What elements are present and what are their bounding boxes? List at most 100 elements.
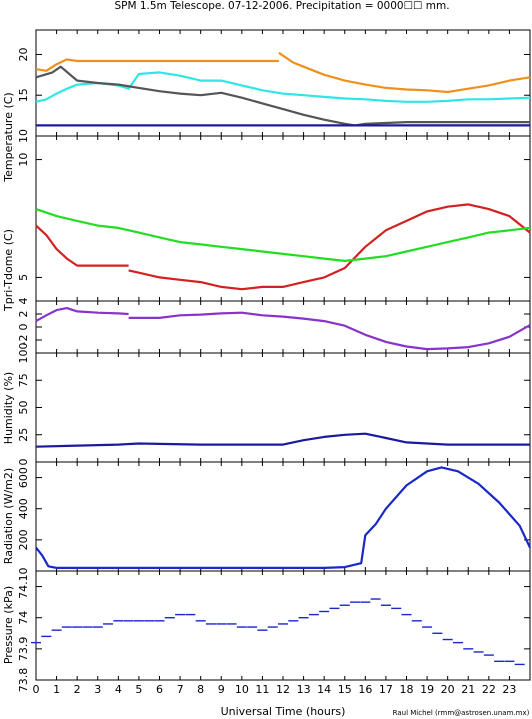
x-tick-label: 10 xyxy=(235,683,249,696)
y-tick-label: 5 xyxy=(17,274,30,281)
data-point xyxy=(61,626,72,628)
series-line-orange xyxy=(278,51,531,94)
y-tick-label: 73.9 xyxy=(17,637,30,662)
data-point xyxy=(267,626,278,628)
x-tick-label: 15 xyxy=(338,683,352,696)
x-tick-label: 9 xyxy=(218,683,225,696)
data-point xyxy=(164,617,175,619)
y-tick-label: 4 xyxy=(17,298,30,305)
data-point xyxy=(226,623,237,625)
series-line-cyan xyxy=(35,71,531,103)
series-line-blue xyxy=(35,466,531,569)
x-tick-label: 16 xyxy=(358,683,372,696)
data-point xyxy=(205,623,216,625)
y-axis-label: Temperature (C) xyxy=(2,92,15,182)
data-point xyxy=(452,641,463,644)
x-tick-label: 14 xyxy=(317,683,331,696)
y-tick-label: 0 xyxy=(17,459,30,466)
x-tick-label: 20 xyxy=(441,683,455,696)
data-point xyxy=(401,613,412,616)
data-point xyxy=(278,623,288,625)
series-line-gray xyxy=(35,65,530,127)
y-tick-label: -2 xyxy=(17,335,30,346)
x-tick-label: 3 xyxy=(94,683,101,696)
data-point xyxy=(288,620,299,622)
data-point xyxy=(432,632,443,634)
x-tick-label: 5 xyxy=(135,683,142,696)
y-tick-label: 10 xyxy=(17,129,30,143)
data-point xyxy=(257,629,268,631)
data-point xyxy=(319,610,330,613)
data-point xyxy=(422,626,433,628)
data-point xyxy=(72,626,83,628)
data-point xyxy=(350,601,361,603)
data-point xyxy=(339,604,350,606)
x-tick-label: 8 xyxy=(197,683,204,696)
y-axis-label: Humidity (%) xyxy=(2,372,15,444)
data-point xyxy=(92,626,103,628)
x-tick-label: 13 xyxy=(297,683,311,696)
y-tick-label: 20 xyxy=(17,47,30,61)
credit-label: Raul Michel (rmm@astrosen.unam.mx) xyxy=(393,709,530,717)
x-tick-label: 21 xyxy=(461,683,475,696)
y-axis-label: Pressure (kPa) xyxy=(2,586,15,664)
data-point xyxy=(391,607,402,610)
data-point xyxy=(82,626,93,628)
y-tick-label: 200 xyxy=(17,529,30,550)
data-point xyxy=(247,626,258,628)
y-axis-label: Tpri-Tdome (C) xyxy=(2,229,15,312)
x-tick-label: 6 xyxy=(156,683,163,696)
x-tick-label: 17 xyxy=(379,683,393,696)
y-tick-label: 400 xyxy=(17,498,30,519)
data-point xyxy=(41,635,52,638)
y-axis-label: Radiation (W/m2) xyxy=(2,468,15,564)
data-point xyxy=(483,654,494,656)
chart-title: SPM 1.5m Telescope. 07-12-2006. Precipit… xyxy=(114,0,449,12)
y-tick-label: 74 xyxy=(17,611,30,625)
series-line-green xyxy=(35,208,531,262)
y-tick-label: 50 xyxy=(17,401,30,415)
data-point xyxy=(51,629,62,631)
series-line-red xyxy=(128,203,531,291)
y-tick-label: 10 xyxy=(17,153,30,167)
data-point xyxy=(123,620,134,622)
panel-frame xyxy=(35,135,531,302)
data-point xyxy=(103,623,114,625)
data-point xyxy=(154,620,165,622)
x-tick-label: 7 xyxy=(177,683,184,696)
panel-temperature-bottom: 4 5 10 xyxy=(17,135,531,305)
data-point xyxy=(236,626,247,628)
y-tick-label: 0 xyxy=(17,568,30,575)
data-point xyxy=(133,620,144,622)
x-axis: 0 1 2 3 4 5 6 7 8 9 10 11 12 13 14 15 16 17 18 19 20 21 22 23 xyxy=(33,683,517,696)
data-point xyxy=(494,660,505,663)
data-point xyxy=(144,620,155,622)
data-point xyxy=(113,620,124,622)
x-tick-label: 0 xyxy=(33,683,40,696)
x-axis-label: Universal Time (hours) xyxy=(221,705,346,718)
series-line-orange xyxy=(35,58,279,72)
data-point xyxy=(31,641,41,644)
x-tick-label: 23 xyxy=(502,683,516,696)
x-tick-label: 4 xyxy=(115,683,122,696)
data-point xyxy=(185,613,196,616)
data-point xyxy=(360,601,371,603)
data-point xyxy=(370,598,381,600)
data-point xyxy=(504,660,515,663)
y-tick-label: 73.8 xyxy=(17,668,30,693)
x-tick-label: 2 xyxy=(74,683,81,696)
x-tick-label: 19 xyxy=(420,683,434,696)
y-tick-label: 75 xyxy=(17,373,30,387)
panel-frame xyxy=(35,461,531,572)
series-line-red xyxy=(35,224,129,267)
y-tick-label: 0 xyxy=(17,324,30,331)
data-point xyxy=(514,663,525,666)
series-line-purple xyxy=(35,307,129,323)
x-tick-label: 18 xyxy=(400,683,414,696)
x-tick-label: 22 xyxy=(482,683,496,696)
panel-temperature-top: 10 15 20 Temperature (C) xyxy=(2,29,531,183)
